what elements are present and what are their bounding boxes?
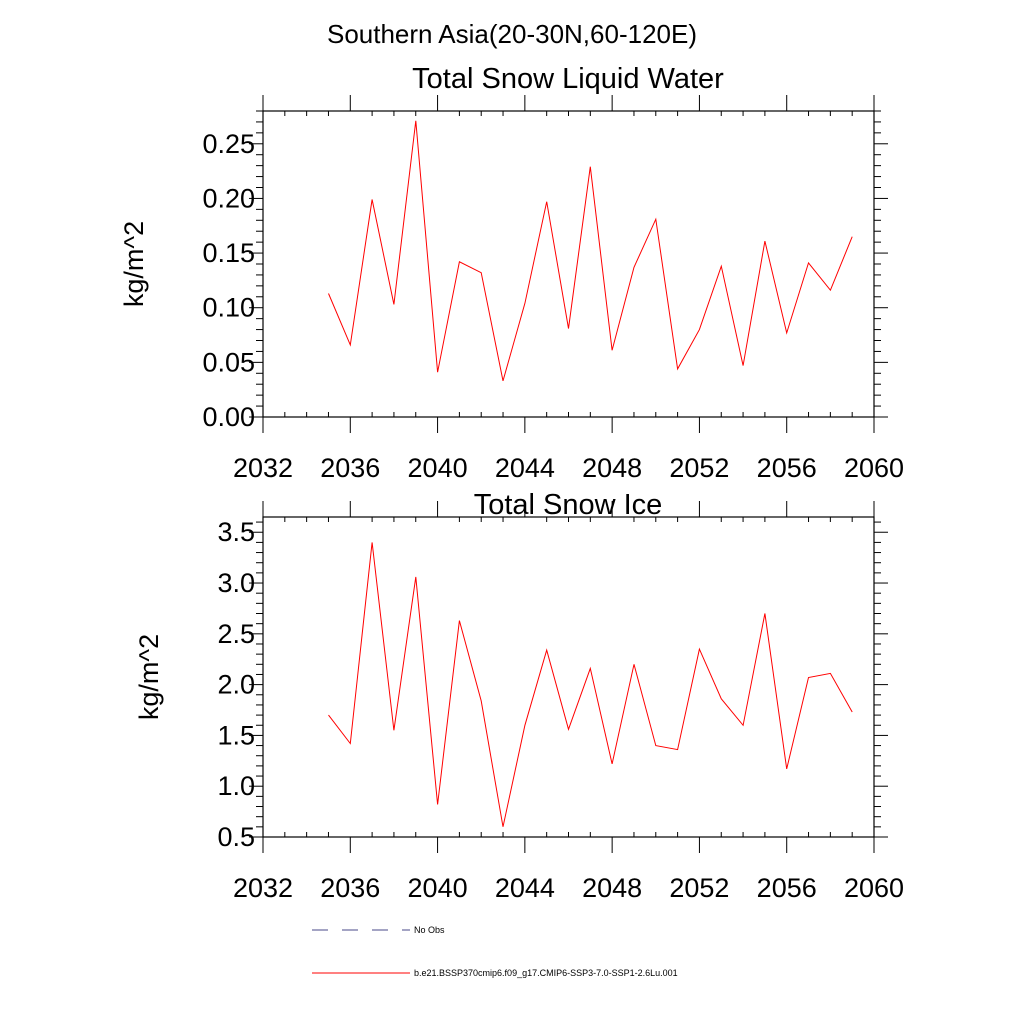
x-tick-label: 2060 [844, 873, 904, 903]
y-tick-label: 1.0 [217, 771, 255, 801]
x-tick-label: 2048 [582, 453, 642, 483]
x-tick-label: 2060 [844, 453, 904, 483]
y-tick-label: 0.15 [202, 238, 255, 268]
y-tick-label: 0.10 [202, 293, 255, 323]
plot-frame [262, 516, 875, 838]
x-tick-label: 2044 [495, 453, 555, 483]
panel-snow-ice: Total Snow Ice 2032 2036 2040 2044 2048 2052 2… [134, 489, 904, 903]
plot-area: 2032 2036 2040 2044 2048 2052 2056 2060 0.00 0.05… [119, 95, 904, 483]
y-tick-label: 3.0 [217, 568, 255, 598]
y-axis-label: kg/m^2 [119, 221, 149, 307]
panel-snow-liquid-water: Total Snow Liquid Water 2032 2036 2040 2044… [119, 63, 904, 483]
x-tick-label: 2044 [495, 873, 555, 903]
y-tick-label: 0.00 [202, 402, 255, 432]
y-tick-label: 2.0 [217, 670, 255, 700]
y-tick-label: 0.05 [202, 347, 255, 377]
y-tick-label: 2.5 [217, 619, 255, 649]
x-tick-label: 2040 [408, 453, 468, 483]
x-tick-label: 2036 [320, 873, 380, 903]
x-tick-label: 2056 [757, 873, 817, 903]
panel-title: Total Snow Liquid Water [412, 63, 724, 95]
x-tick-label: 2052 [669, 873, 729, 903]
legend-label: No Obs [414, 925, 445, 935]
plot-area: 2032 2036 2040 2044 2048 2052 2056 2060 0.5 1.0 1.… [134, 501, 904, 903]
x-tick-label: 2056 [757, 453, 817, 483]
plot-frame [262, 110, 875, 418]
legend: No Obs b.e21.BSSP370cmip6.f09_g17.CMIP6-… [312, 925, 678, 978]
x-tick-label: 2048 [582, 873, 642, 903]
y-tick-label: 0.25 [202, 129, 255, 159]
y-axis-label: kg/m^2 [134, 634, 164, 720]
series-line-0 [328, 120, 853, 382]
x-tick-label: 2032 [233, 453, 293, 483]
y-tick-label: 3.5 [217, 517, 255, 547]
main-title: Southern Asia(20-30N,60-120E) [327, 19, 697, 49]
x-tick-label: 2052 [669, 453, 729, 483]
y-tick-label: 1.5 [217, 720, 255, 750]
y-tick-label: 0.5 [217, 822, 255, 852]
x-tick-label: 2040 [408, 873, 468, 903]
series-line-0 [328, 542, 853, 827]
y-tick-label: 0.20 [202, 183, 255, 213]
legend-label: b.e21.BSSP370cmip6.f09_g17.CMIP6-SSP3-7.… [414, 968, 678, 978]
x-tick-label: 2036 [320, 453, 380, 483]
panel-title: Total Snow Ice [474, 489, 663, 521]
x-tick-label: 2032 [233, 873, 293, 903]
